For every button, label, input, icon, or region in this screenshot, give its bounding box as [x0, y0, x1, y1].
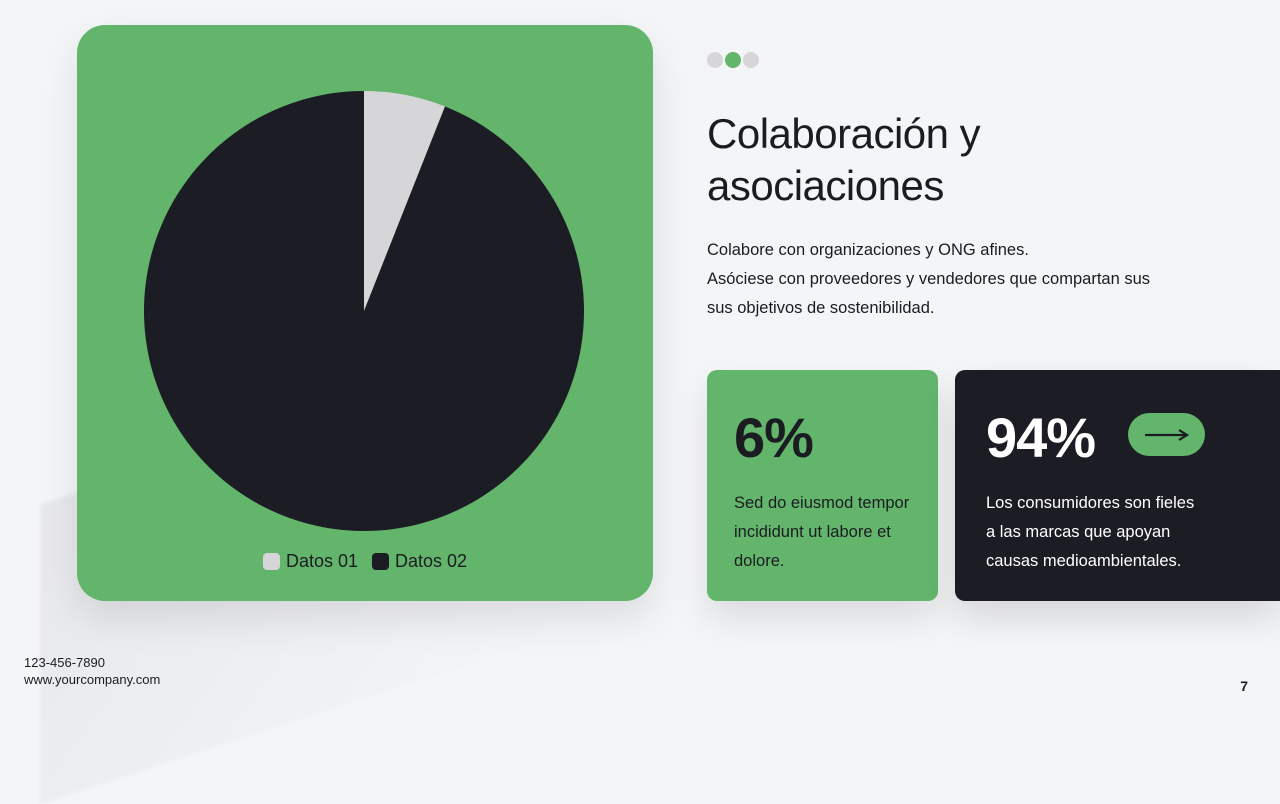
description-line-2: Asóciese con proveedores y vendedores qu…	[707, 270, 1151, 288]
stat-text-left-line-1: Sed do eiusmod tempor	[734, 494, 910, 512]
stat-text-left: Sed do eiusmod tempor incididunt ut labo…	[734, 489, 909, 576]
chart-legend: Datos 01 Datos 02	[77, 551, 653, 572]
legend-swatch	[372, 553, 389, 570]
arrow-right-icon	[1144, 428, 1189, 441]
footer-contact: 123-456-7890 www.yourcompany.com	[24, 654, 160, 688]
pie-slice-datos-01	[364, 91, 445, 311]
page-title: Colaboración y asociaciones	[707, 108, 1227, 212]
page-number: 7	[1240, 678, 1248, 694]
pie-chart-card: Datos 01 Datos 02	[77, 25, 653, 601]
stat-text-right-line-3: causas medioambientales.	[986, 552, 1182, 570]
legend-item: Datos 02	[372, 551, 467, 572]
indicator-dot	[725, 52, 741, 68]
slide-indicator	[707, 52, 759, 68]
legend-swatch	[262, 553, 280, 570]
pie-chart	[144, 91, 584, 531]
title-line-1: Colaboración y	[707, 110, 981, 157]
footer-phone: 123-456-7890	[24, 655, 105, 670]
title-line-2: asociaciones	[707, 162, 944, 209]
stat-text-left-line-2: incididunt ut labore et	[734, 523, 891, 541]
legend-label: Datos 02	[395, 551, 468, 571]
footer-website: www.yourcompany.com	[24, 672, 161, 687]
stat-card-left: 6% Sed do eiusmod tempor incididunt ut l…	[707, 370, 938, 601]
description: Colabore con organizaciones y ONG afines…	[707, 236, 1227, 323]
description-line-1: Colabore con organizaciones y ONG afines…	[707, 241, 1029, 259]
legend-label: Datos 01	[285, 551, 358, 571]
pie-slice-datos-02	[144, 91, 584, 531]
indicator-dot	[707, 52, 723, 68]
stat-value-left: 6%	[734, 406, 814, 469]
next-arrow-button[interactable]	[1128, 413, 1205, 456]
stat-text-right: Los consumidores son fieles a las marcas…	[986, 489, 1194, 576]
stat-text-right-line-2: a las marcas que apoyan	[986, 523, 1171, 541]
stat-value-right: 94%	[986, 406, 1096, 469]
stat-card-right: 94% Los consumidores son fieles a las ma…	[955, 370, 1280, 601]
stat-text-right-line-1: Los consumidores son fieles	[986, 494, 1195, 512]
description-line-3: sus objetivos de sostenibilidad.	[707, 299, 935, 317]
stat-text-left-line-3: dolore.	[734, 552, 785, 570]
legend-item: Datos 01	[262, 551, 358, 572]
indicator-dot	[743, 52, 759, 68]
